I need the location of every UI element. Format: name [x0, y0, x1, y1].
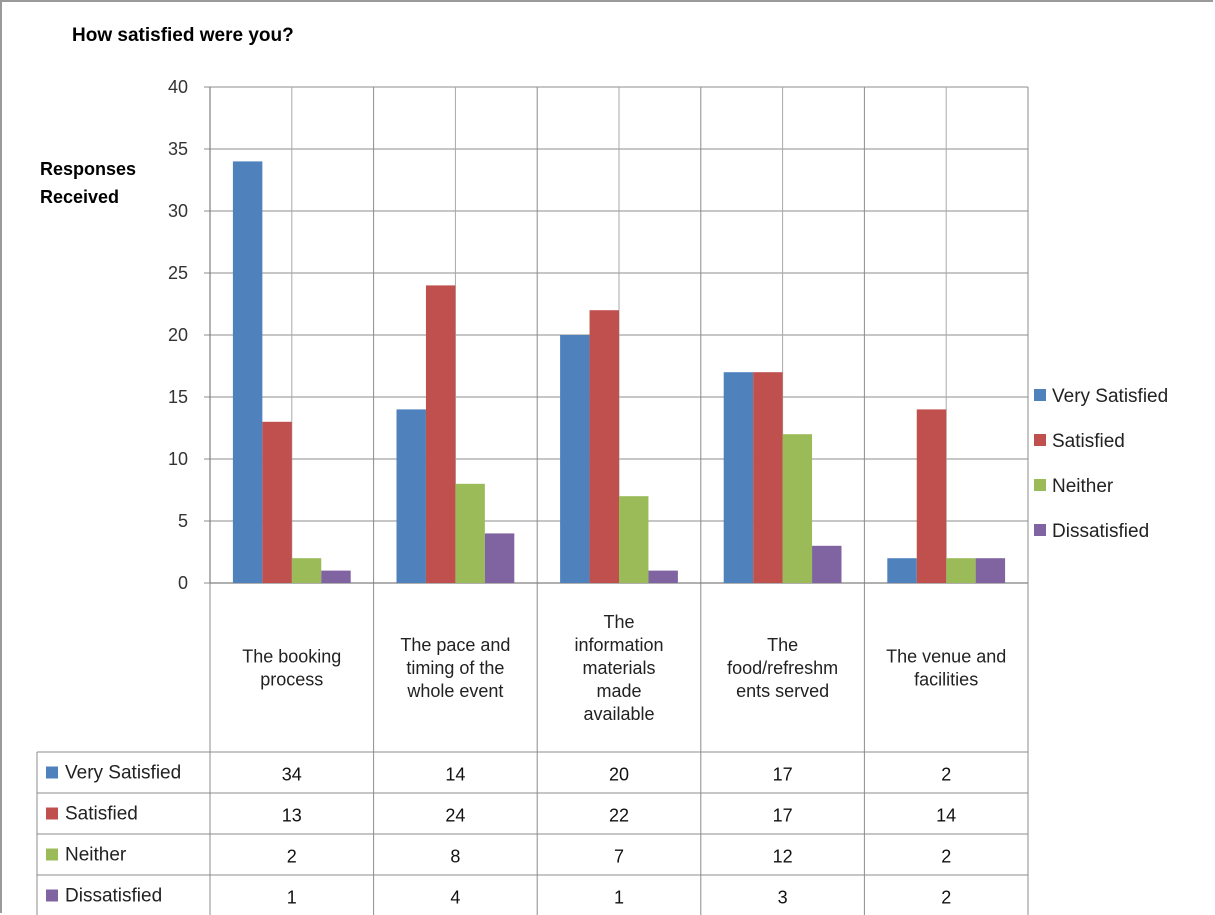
table-cell-value: 22: [609, 806, 629, 826]
category-label: materials: [582, 658, 655, 678]
bar: [946, 558, 976, 583]
category-label: The venue and: [886, 647, 1006, 667]
y-tick-label: 0: [178, 573, 188, 593]
category-label: facilities: [914, 670, 978, 690]
table-cell-value: 17: [773, 765, 793, 785]
table-row-label: Very Satisfied: [65, 763, 181, 784]
y-axis-label-line-2: Received: [40, 187, 119, 207]
table-row-label: Neither: [65, 845, 127, 866]
y-tick-label: 30: [168, 201, 188, 221]
table-row-label: Dissatisfied: [65, 886, 162, 907]
table-cell-value: 2: [941, 765, 951, 785]
bar: [455, 483, 485, 583]
table-legend-key: [46, 889, 58, 902]
category-label: whole event: [406, 681, 503, 701]
table-legend-key: [46, 848, 58, 861]
legend-label: Very Satisfied: [1052, 386, 1168, 407]
bar: [648, 570, 678, 583]
table-cell-value: 14: [445, 765, 465, 785]
table-cell-value: 4: [450, 888, 460, 908]
legend-key: [1034, 434, 1046, 446]
table-cell-value: 12: [773, 847, 793, 867]
bar: [425, 285, 456, 583]
y-tick-label: 5: [178, 511, 188, 531]
bar: [396, 409, 426, 583]
chart-title: How satisfied were you?: [72, 25, 294, 46]
category-label: made: [596, 681, 641, 701]
table-cell-value: 24: [445, 806, 465, 826]
y-tick-label: 15: [168, 387, 188, 407]
bar: [916, 409, 947, 583]
category-label: process: [260, 670, 323, 690]
table-cell-value: 2: [941, 847, 951, 867]
y-tick-label: 35: [168, 139, 188, 159]
table-cell-value: 1: [614, 888, 624, 908]
legend-label: Neither: [1052, 476, 1114, 497]
bar: [782, 434, 813, 583]
y-tick-label: 25: [168, 263, 188, 283]
bar: [262, 421, 292, 583]
table-cell-value: 2: [941, 888, 951, 908]
table-cell-value: 1: [287, 888, 297, 908]
table-cell-value: 3: [778, 888, 788, 908]
bar: [753, 372, 783, 583]
category-label: food/refreshm: [727, 658, 838, 678]
bar: [887, 558, 917, 583]
bar: [484, 533, 515, 583]
category-label: The booking: [242, 647, 341, 667]
legend-key: [1034, 479, 1046, 491]
y-axis-label-line-1: Responses: [40, 159, 136, 179]
category-label: available: [583, 704, 654, 724]
table-row-label: Satisfied: [65, 804, 138, 825]
y-tick-label: 10: [168, 449, 188, 469]
table-cell-value: 17: [773, 806, 793, 826]
bar: [589, 310, 619, 583]
legend-label: Satisfied: [1052, 431, 1125, 452]
table-cell-value: 8: [450, 847, 460, 867]
bar: [723, 372, 754, 583]
table-legend-key: [46, 807, 58, 820]
table-cell-value: 14: [936, 806, 956, 826]
table-cell-value: 13: [282, 806, 302, 826]
bar: [975, 558, 1006, 583]
table-cell-value: 34: [282, 765, 302, 785]
table-cell-value: 2: [287, 847, 297, 867]
bar: [560, 335, 590, 583]
table-legend-key: [46, 766, 58, 779]
table-cell-value: 7: [614, 847, 624, 867]
table-cell-value: 20: [609, 765, 629, 785]
bar: [812, 545, 842, 583]
bar: [232, 161, 263, 583]
legend-key: [1034, 524, 1046, 536]
y-tick-label: 20: [168, 325, 188, 345]
category-label: The pace and: [400, 635, 510, 655]
category-label: The: [603, 612, 634, 632]
y-tick-label: 40: [168, 77, 188, 97]
category-label: ents served: [736, 681, 829, 701]
bar: [321, 570, 351, 583]
bar: [291, 558, 322, 583]
category-label: information: [574, 635, 663, 655]
bar: [619, 496, 649, 583]
category-label: The: [767, 635, 798, 655]
legend-label: Dissatisfied: [1052, 521, 1149, 542]
legend-key: [1034, 389, 1046, 401]
category-label: timing of the: [406, 658, 504, 678]
